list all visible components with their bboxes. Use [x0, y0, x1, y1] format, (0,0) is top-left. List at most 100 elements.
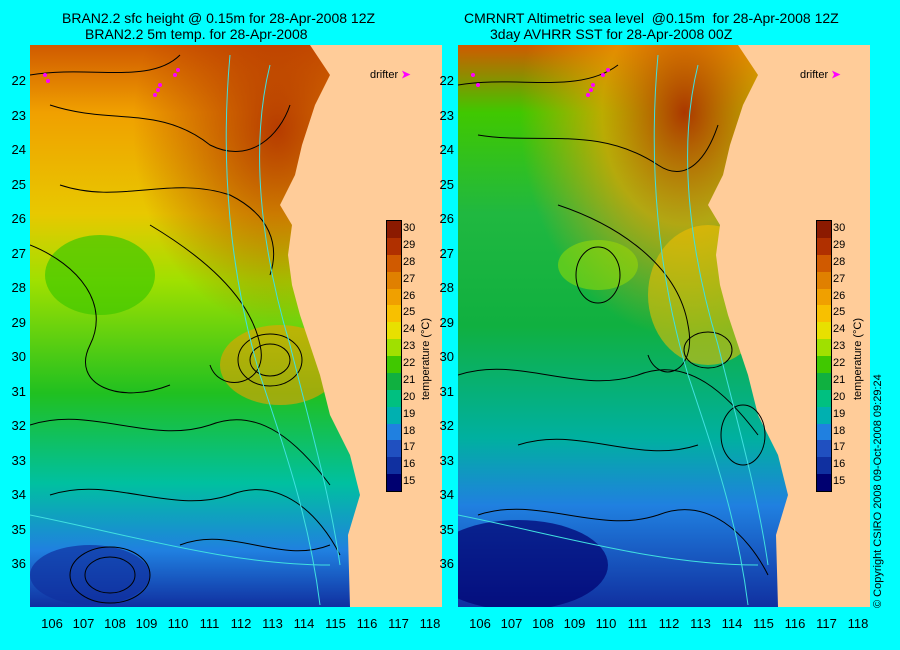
left-colorbar-swatch-12 [387, 423, 401, 441]
right-colorbar-tick-17: 17 [833, 441, 846, 454]
left-lon-label-116: 116 [356, 616, 378, 631]
right-lat-label-23: 23 [439, 107, 454, 123]
left-colorbar-swatch-5 [387, 305, 401, 323]
right-lat-label-25: 25 [439, 176, 454, 192]
right-map-panel [458, 45, 870, 607]
left-colorbar-swatch-2 [387, 254, 401, 272]
right-colorbar-swatch-13 [817, 440, 831, 458]
right-colorbar-tick-20: 20 [833, 390, 846, 403]
left-colorbar-swatch-10 [387, 389, 401, 407]
right-lon-label-112: 112 [658, 616, 680, 631]
right-colorbar-tick-15: 15 [833, 475, 846, 488]
left-lon-label-110: 110 [167, 616, 189, 631]
right-lon-label-118: 118 [847, 616, 869, 631]
right-colorbar-tick-16: 16 [833, 458, 846, 471]
left-colorbar [386, 220, 402, 492]
left-lon-label-117: 117 [388, 616, 409, 631]
left-colorbar-tick-28: 28 [403, 255, 416, 268]
right-colorbar-swatch-4 [817, 288, 831, 306]
left-colorbar-swatch-1 [387, 237, 401, 255]
right-colorbar-tick-28: 28 [833, 255, 846, 268]
left-lat-label-24: 24 [11, 142, 26, 157]
right-lat-label-22: 22 [439, 73, 454, 88]
left-colorbar-tick-27: 27 [403, 272, 416, 285]
left-drifter-tracks [43, 68, 180, 97]
left-map-svg [30, 45, 442, 607]
left-lon-label-107: 107 [72, 616, 95, 631]
left-colorbar-tick-20: 20 [403, 390, 416, 403]
left-colorbar-tick-16: 16 [403, 458, 416, 471]
right-lon-label-111: 111 [627, 616, 648, 631]
left-lat-label-22: 22 [11, 73, 26, 88]
left-colorbar-tick-21: 21 [403, 373, 416, 386]
right-colorbar-swatch-11 [817, 406, 831, 424]
right-colorbar-swatch-15 [817, 474, 831, 491]
right-lon-label-110: 110 [595, 616, 617, 631]
right-lon-label-116: 116 [784, 616, 806, 631]
right-colorbar-tick-25: 25 [833, 306, 846, 319]
left-colorbar-tick-24: 24 [403, 323, 416, 336]
right-lon-label-109: 109 [563, 616, 586, 631]
right-colorbar-tick-22: 22 [833, 357, 846, 369]
left-lat-label-28: 28 [11, 280, 26, 295]
right-lat-label-33: 33 [439, 452, 454, 468]
left-colorbar-swatch-15 [387, 474, 401, 491]
right-colorbar-swatch-8 [817, 356, 831, 373]
right-colorbar-tick-21: 21 [833, 373, 846, 386]
right-drifter-label: drifter [800, 69, 829, 81]
right-drifter-marker-icon: ➤ [831, 69, 841, 81]
left-drifter-label: drifter [370, 69, 399, 81]
right-colorbar-swatch-14 [817, 457, 831, 475]
right-lon-label-114: 114 [721, 616, 743, 631]
right-lat-label-32: 32 [439, 418, 454, 433]
left-lat-label-30: 30 [11, 349, 26, 364]
left-colorbar-tick-18: 18 [403, 424, 416, 437]
right-colorbar-swatch-3 [817, 271, 831, 289]
left-lon-label-115: 115 [325, 616, 346, 631]
left-colorbar-tick-30: 30 [403, 222, 416, 234]
right-lon-label-115: 115 [753, 616, 774, 631]
left-lon-label-111: 111 [199, 616, 220, 631]
right-lat-label-35: 35 [439, 521, 454, 537]
right-colorbar-swatch-7 [817, 339, 831, 356]
left-colorbar-tick-15: 15 [403, 475, 416, 488]
left-title-line1: BRAN2.2 sfc height @ 0.15m for 28-Apr-20… [62, 10, 376, 26]
right-title-line1: CMRNRT Altimetric sea level @0.15m for 2… [464, 10, 839, 26]
left-colorbar-tick-19: 19 [403, 407, 416, 420]
left-lat-label-26: 26 [11, 211, 26, 226]
left-lat-label-31: 31 [11, 383, 26, 399]
left-colorbar-swatch-0 [387, 221, 401, 238]
right-lon-label-113: 113 [690, 616, 711, 631]
right-colorbar-tick-26: 26 [833, 289, 846, 302]
left-colorbar-tick-22: 22 [403, 357, 416, 369]
right-map-svg [458, 45, 870, 607]
left-colorbar-swatch-3 [387, 271, 401, 289]
left-colorbar-swatch-6 [387, 322, 401, 340]
right-colorbar-swatch-2 [817, 254, 831, 272]
left-colorbar-title: temperature (°C) [420, 317, 432, 400]
left-lon-label-113: 113 [262, 616, 283, 631]
left-lon-label-106: 106 [41, 616, 63, 631]
left-colorbar-tick-26: 26 [403, 289, 416, 302]
right-lat-label-36: 36 [439, 556, 454, 571]
left-colorbar-tick-25: 25 [403, 306, 416, 319]
left-lon-label-112: 112 [230, 616, 252, 631]
right-colorbar-title: temperature (°C) [852, 317, 864, 400]
right-lat-label-28: 28 [439, 280, 454, 295]
left-colorbar-tick-23: 23 [403, 340, 416, 353]
left-lat-label-33: 33 [11, 452, 26, 468]
right-colorbar-tick-23: 23 [833, 340, 846, 353]
right-lon-label-107: 107 [500, 616, 523, 631]
right-colorbar-tick-24: 24 [833, 323, 846, 336]
right-lat-label-34: 34 [439, 487, 454, 502]
right-lat-label-30: 30 [439, 349, 454, 364]
left-lat-label-25: 25 [11, 176, 26, 192]
left-lat-label-32: 32 [11, 418, 26, 433]
right-drifter-tracks [471, 68, 610, 97]
right-lat-label-24: 24 [439, 142, 454, 157]
left-lon-label-114: 114 [293, 616, 315, 631]
right-colorbar-swatch-6 [817, 322, 831, 340]
right-lat-label-29: 29 [439, 314, 454, 330]
right-lon-label-117: 117 [816, 616, 837, 631]
left-lon-label-108: 108 [104, 616, 126, 631]
